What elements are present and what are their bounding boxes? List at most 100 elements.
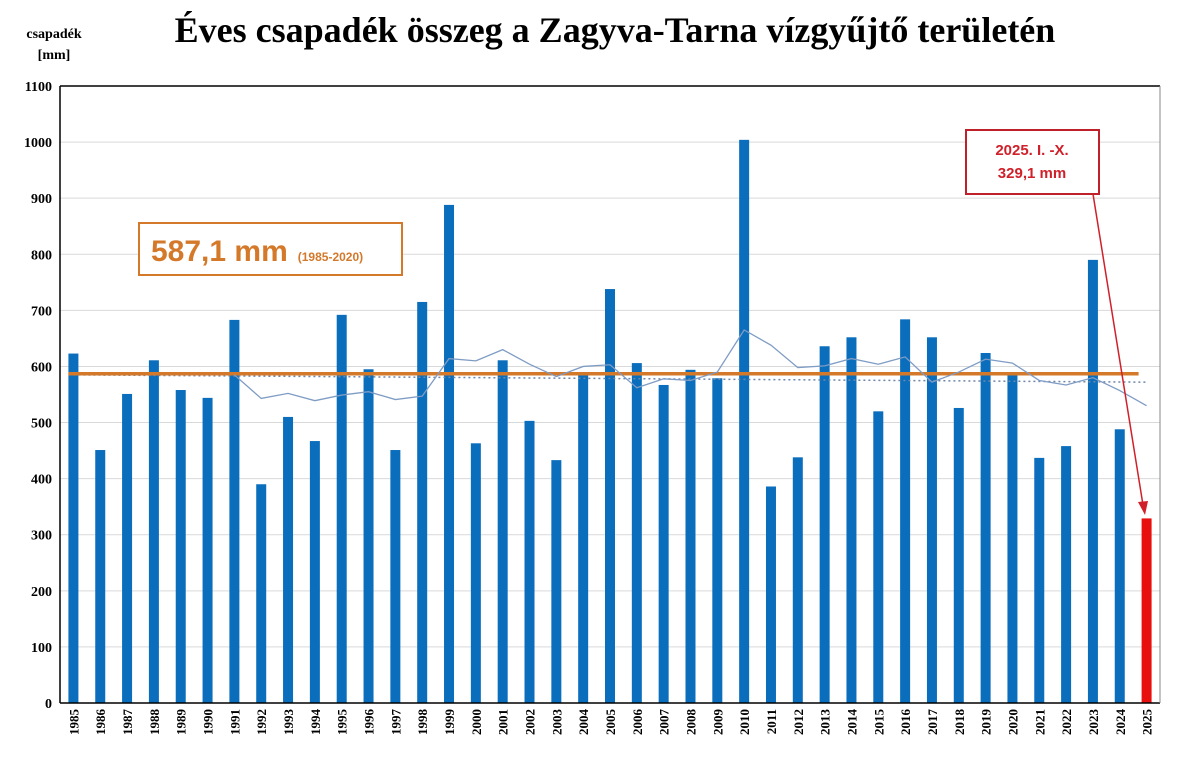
x-tick-label: 2009 <box>710 709 725 736</box>
x-tick-label: 2005 <box>603 709 618 736</box>
x-tick-label: 1998 <box>415 709 430 736</box>
bar-1988 <box>148 360 159 703</box>
y-axis-label-line1: csapadék <box>26 27 81 42</box>
mean-period-label: (1985-2020) <box>298 250 363 264</box>
x-tick-label: 2015 <box>871 709 886 736</box>
moving-average-line <box>233 329 1147 407</box>
x-tick-label: 2000 <box>469 709 484 735</box>
x-tick-label: 2024 <box>1113 709 1128 736</box>
bar-2014 <box>846 337 857 703</box>
y-tick-label: 900 <box>31 192 52 207</box>
bar-2017 <box>926 337 937 703</box>
bar-1994 <box>309 441 320 703</box>
bar-1992 <box>256 484 267 703</box>
y-tick-label: 400 <box>31 473 52 488</box>
y-tick-label: 1000 <box>24 136 52 151</box>
x-tick-label: 2007 <box>657 709 672 736</box>
x-tick-label: 1996 <box>362 709 377 736</box>
x-tick-label: 1991 <box>227 709 242 735</box>
bar-2006 <box>631 363 642 703</box>
x-tick-label: 1987 <box>120 709 135 736</box>
bar-1987 <box>122 393 133 703</box>
x-tick-label: 2023 <box>1086 709 1101 736</box>
x-tick-label: 2016 <box>898 709 913 736</box>
y-axis-label-line2: [mm] <box>38 48 71 63</box>
bar-2003 <box>551 460 562 703</box>
x-tick-label: 2021 <box>1032 709 1047 735</box>
bar-2015 <box>873 411 884 703</box>
mean-value-label: 587,1 mm <box>151 235 288 268</box>
bar-2001 <box>497 360 508 703</box>
bar-2016 <box>900 319 911 703</box>
bar-2011 <box>765 486 776 703</box>
mean-annotation: 587,1 mm (1985-2020) <box>151 235 363 268</box>
y-tick-label: 500 <box>31 417 52 432</box>
x-tick-label: 2025 <box>1140 709 1155 736</box>
x-tick-label: 2004 <box>576 709 591 736</box>
bar-1993 <box>283 416 294 703</box>
y-tick-label: 0 <box>45 697 52 712</box>
x-tick-label: 2012 <box>791 709 806 735</box>
x-tick-label: 1994 <box>308 709 323 736</box>
bar-2002 <box>524 420 535 703</box>
y-tick-label: 300 <box>31 529 52 544</box>
y-tick-label: 1100 <box>25 80 52 95</box>
bar-2020 <box>1007 374 1018 703</box>
bar-2009 <box>712 378 723 703</box>
bar-1991 <box>229 319 240 703</box>
bar-1985 <box>68 353 79 703</box>
x-tick-label: 1999 <box>442 709 457 736</box>
x-tick-label: 2003 <box>549 709 564 736</box>
x-tick-label: 2011 <box>764 709 779 734</box>
chart-title: Éves csapadék összeg a Zagyva-Tarna vízg… <box>175 10 1056 50</box>
x-tick-label: 1993 <box>281 709 296 736</box>
y-tick-label: 100 <box>31 641 52 656</box>
current-year-period-label: 2025. I. -X. <box>995 142 1068 159</box>
bar-2019 <box>980 352 991 703</box>
bar-2004 <box>578 374 589 703</box>
x-tick-label: 2017 <box>925 709 940 736</box>
x-tick-label: 1990 <box>201 709 216 735</box>
bar-2021 <box>1034 457 1045 703</box>
x-tick-label: 2002 <box>523 709 538 735</box>
bar-1989 <box>175 390 186 703</box>
bar-2023 <box>1087 259 1098 703</box>
x-tick-label: 2018 <box>952 709 967 736</box>
bar-1990 <box>202 397 213 703</box>
y-tick-label: 200 <box>31 585 52 600</box>
bar-2025 <box>1141 518 1152 703</box>
bar-1997 <box>390 450 401 703</box>
x-tick-label: 2014 <box>844 709 859 736</box>
bar-2000 <box>470 443 481 703</box>
x-tick-label: 2010 <box>737 709 752 735</box>
bar-2013 <box>819 346 830 703</box>
x-tick-label: 1997 <box>388 709 403 736</box>
x-tick-label: 2008 <box>683 709 698 736</box>
arrow-head-icon <box>1138 501 1148 515</box>
bar-2007 <box>658 384 669 703</box>
current-year-annotation-box <box>965 129 1100 195</box>
x-tick-label: 2020 <box>1005 709 1020 735</box>
bar-1999 <box>444 204 455 703</box>
bar-2010 <box>739 139 750 703</box>
x-tick-label: 1995 <box>335 709 350 736</box>
x-tick-label: 1985 <box>66 709 81 736</box>
y-tick-label: 700 <box>31 304 52 319</box>
y-tick-label: 600 <box>31 360 52 375</box>
x-tick-label: 2019 <box>979 709 994 736</box>
x-tick-label: 2001 <box>496 709 511 735</box>
x-tick-label: 1989 <box>174 709 189 736</box>
x-tick-label: 1986 <box>93 709 108 736</box>
trend-line <box>73 374 1147 383</box>
y-tick-label: 800 <box>31 248 52 263</box>
current-year-value-label: 329,1 mm <box>998 165 1066 182</box>
bar-1986 <box>95 450 106 703</box>
x-tick-label: 2013 <box>818 709 833 736</box>
mean-annotation-box <box>138 222 403 276</box>
annotation-arrow <box>1092 193 1144 506</box>
bar-1995 <box>336 314 347 703</box>
bar-1996 <box>363 369 374 703</box>
bar-2022 <box>1061 446 1072 703</box>
